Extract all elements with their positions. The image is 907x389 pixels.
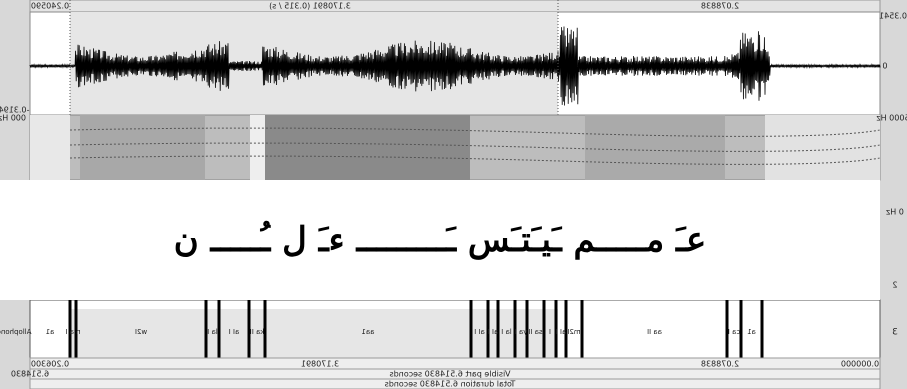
time-label: 0.000000 (841, 360, 879, 369)
interval-label: la I (501, 328, 512, 336)
time-label: 0.206300 (31, 360, 69, 369)
arabic-overlay: عـَ مـــــم ـَيـَتـَس ـَـــــــــ ءـَ ل … (0, 180, 880, 300)
interval-label: la I (207, 328, 218, 336)
interval-label: aI I (229, 328, 240, 336)
tier-number: 3 (892, 328, 898, 338)
wave-max: 0.3541 (879, 12, 907, 21)
top-left: 0.240590 (31, 2, 69, 11)
waveform (29, 26, 881, 106)
spectro-band (585, 115, 725, 180)
formant (69, 155, 881, 165)
interval-label: aa1 (361, 328, 374, 336)
visible-start: 6.514830 (11, 370, 49, 379)
wave-zero: 0 (882, 62, 887, 71)
tier-sel (70, 309, 558, 358)
interval-label: m2I (567, 328, 580, 336)
interval-label: aI I (488, 328, 499, 336)
visible-part: Visible part 6.514830 seconds (389, 370, 510, 379)
interval-label: aI I (474, 328, 485, 336)
top-center: 3.170891 (0.315 / s) (269, 2, 351, 11)
spec-max-cut: 000 Hz (0, 114, 26, 123)
bottom-row (29, 378, 881, 389)
spec-max: 5000 Hz (876, 114, 907, 123)
interval-label: ca I (728, 328, 740, 336)
formant (69, 127, 881, 137)
top-bar (29, 0, 881, 13)
interval-label: aI I (556, 328, 567, 336)
bottom-row (29, 357, 881, 370)
spectro-band (80, 115, 205, 180)
interval-label: n a I (65, 328, 80, 336)
spectro-band (30, 115, 70, 180)
interval-label: a1 (46, 328, 55, 336)
interval-label: I (549, 328, 551, 336)
interval-label: sa II (528, 328, 542, 336)
total-duration: Total duration 6.514830 seconds (385, 380, 517, 389)
interval-label: a1 (747, 328, 756, 336)
formant (69, 142, 881, 152)
top-right: 2.078838 (701, 2, 739, 11)
time-label: 2.078838 (701, 360, 739, 369)
interval-label: ka II (250, 328, 265, 336)
spec-min: 0 Hz (886, 208, 904, 217)
spectro-band (765, 115, 880, 180)
wave-min: -0.3194 (0, 106, 29, 115)
spectro-band (250, 115, 265, 180)
interval-label: w2I (135, 328, 147, 336)
time-label: 3.170891 (301, 360, 339, 369)
interval-label: ya I (515, 328, 528, 336)
tier-name: Allophone (0, 328, 31, 336)
spectro-band (265, 115, 470, 180)
spec-mid: 2 (892, 281, 897, 290)
interval-label: aa II (647, 328, 662, 336)
